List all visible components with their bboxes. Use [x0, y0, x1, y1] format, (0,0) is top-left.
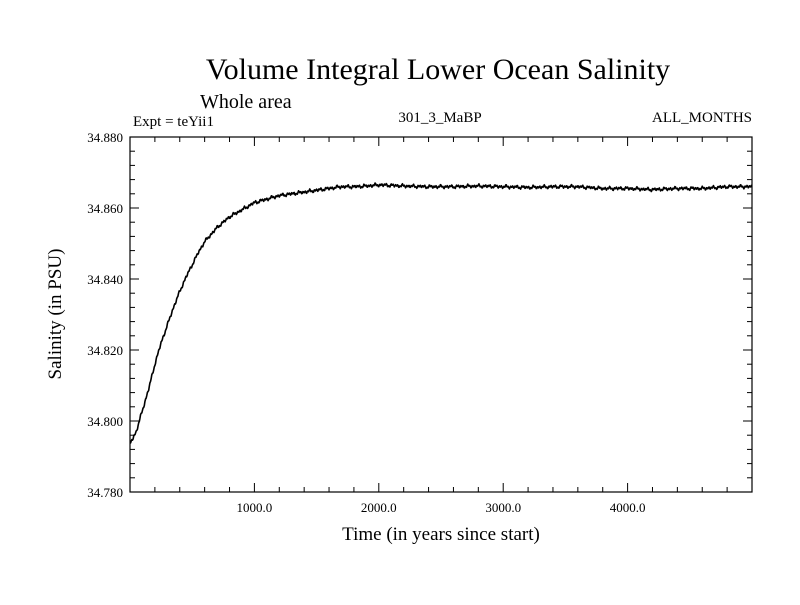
y-tick-label: 34.860: [87, 201, 123, 216]
run-label: 301_3_MaBP: [398, 110, 481, 126]
series-group: [129, 182, 753, 444]
plot-frame: [129, 136, 753, 493]
y-tick-label: 34.880: [87, 130, 123, 145]
x-axis-ticks: [154, 137, 728, 492]
period-label: ALL_MONTHS: [652, 110, 752, 126]
x-axis-label: Time (in years since start): [342, 524, 540, 545]
y-tick-label: 34.820: [87, 343, 123, 358]
y-tick-label: 34.780: [87, 485, 123, 500]
y-tick-label: 34.840: [87, 272, 123, 287]
y-axis-label: Salinity (in PSU): [45, 249, 66, 380]
x-tick-label: 4000.0: [610, 500, 646, 515]
x-axis-tick-labels: 1000.0 2000.0 3000.0 4000.0: [237, 500, 646, 515]
x-tick-label: 2000.0: [361, 500, 397, 515]
y-tick-label: 34.800: [87, 414, 123, 429]
series-line-salinity: [129, 182, 753, 444]
experiment-label: Expt = teYii1: [133, 114, 214, 130]
y-axis-tick-labels: 34.780 34.800 34.820 34.840 34.860 34.880: [87, 130, 123, 500]
x-tick-label: 1000.0: [237, 500, 273, 515]
x-tick-label: 3000.0: [485, 500, 521, 515]
chart-subtitle: Whole area: [200, 91, 292, 113]
chart-title: Volume Integral Lower Ocean Salinity: [206, 53, 670, 86]
y-axis-ticks: [130, 136, 752, 493]
